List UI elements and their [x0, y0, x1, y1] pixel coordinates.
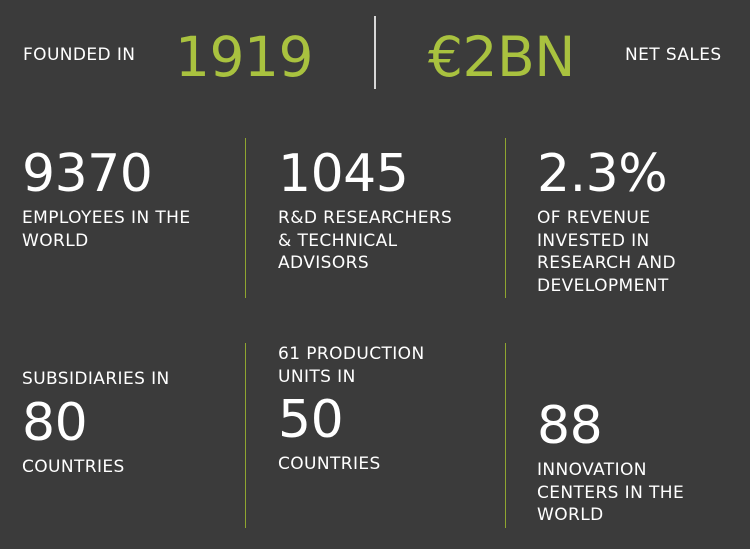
revenue-value: 2.3%: [537, 144, 668, 204]
production-top-line1: 61 PRODUCTION: [278, 344, 425, 364]
revenue-label-line3: RESEARCH AND: [537, 253, 676, 273]
production-value: 50: [278, 390, 344, 450]
stat-researchers: 1045 R&D RESEARCHERS & TECHNICAL ADVISOR…: [278, 148, 452, 275]
net-sales-label: NET SALES: [625, 45, 722, 65]
stat-innovation: 88 INNOVATION CENTERS IN THE WORLD: [537, 400, 684, 527]
researchers-label-line3: ADVISORS: [278, 253, 370, 273]
stat-employees: 9370 EMPLOYEES IN THE WORLD: [22, 148, 190, 252]
innovation-value: 88: [537, 396, 603, 456]
subsidiaries-bottom-label: COUNTRIES: [22, 456, 125, 477]
divider-row1-a: [245, 138, 246, 298]
revenue-label-line4: DEVELOPMENT: [537, 275, 669, 296]
production-top-line2: UNITS IN: [278, 366, 356, 387]
subsidiaries-top-label: SUBSIDIARIES IN: [22, 369, 170, 389]
stat-production: 61 PRODUCTION UNITS IN 50 COUNTRIES: [278, 343, 425, 476]
researchers-label-line2: & TECHNICAL: [278, 230, 398, 251]
net-sales-value: €2BN: [428, 25, 575, 89]
employees-value: 9370: [22, 144, 153, 204]
revenue-label-line2: INVESTED IN: [537, 230, 650, 251]
stat-revenue: 2.3% OF REVENUE INVESTED IN RESEARCH AND…: [537, 148, 676, 297]
researchers-label-line1: R&D RESEARCHERS: [278, 208, 453, 228]
production-bottom-label: COUNTRIES: [278, 454, 381, 474]
employees-label-line1: EMPLOYEES IN THE: [22, 208, 191, 228]
innovation-label-line2: CENTERS IN THE: [537, 482, 685, 503]
founded-label: FOUNDED IN: [23, 45, 136, 65]
stat-subsidiaries: SUBSIDIARIES IN 80 COUNTRIES: [22, 368, 170, 478]
header-divider: [374, 16, 376, 89]
divider-row1-b: [505, 138, 506, 298]
revenue-label-line1: OF REVENUE: [537, 208, 651, 228]
innovation-label-line1: INNOVATION: [537, 460, 647, 480]
employees-label-line2: WORLD: [22, 230, 89, 251]
founded-year: 1919: [175, 25, 313, 89]
researchers-value: 1045: [278, 144, 409, 204]
subsidiaries-value: 80: [22, 392, 88, 453]
divider-row2-b: [505, 343, 506, 528]
innovation-label-line3: WORLD: [537, 505, 604, 525]
divider-row2-a: [245, 343, 246, 528]
